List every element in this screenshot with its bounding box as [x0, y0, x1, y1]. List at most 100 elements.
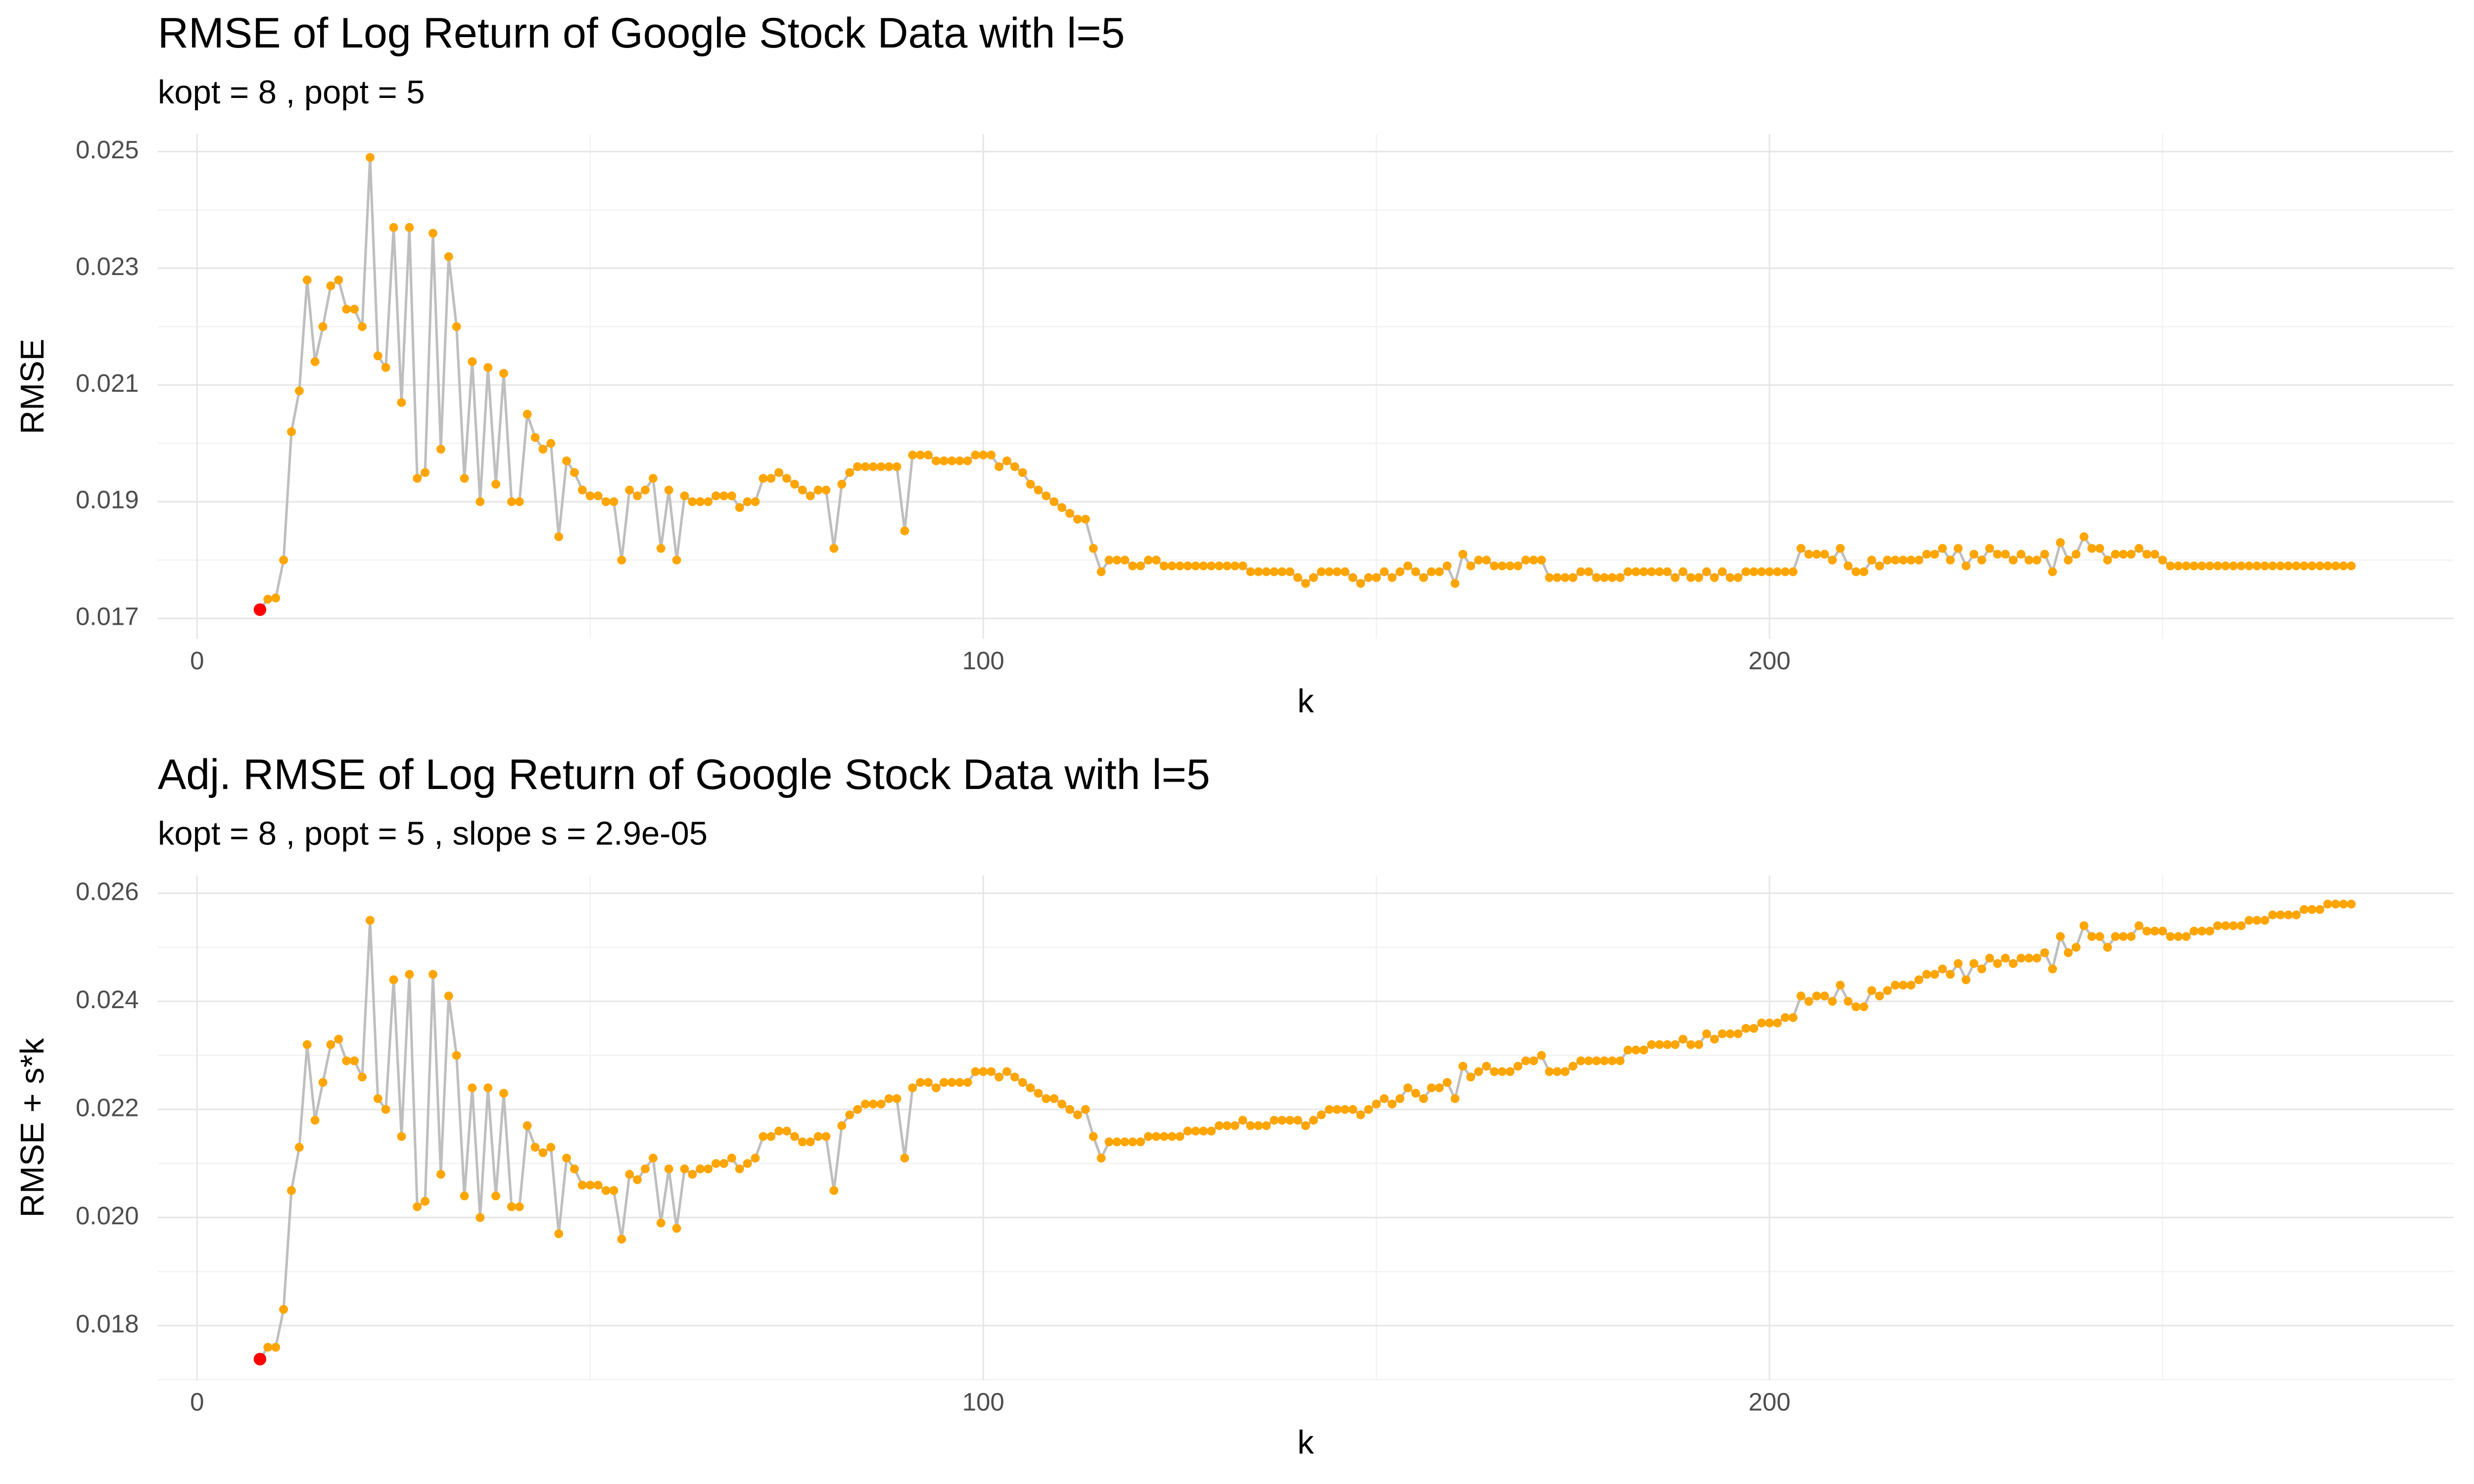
data-point: [908, 1083, 917, 1093]
data-point: [1238, 1115, 1247, 1125]
data-point: [1717, 567, 1727, 576]
data-point: [1419, 573, 1428, 582]
data-point: [570, 468, 579, 477]
data-point: [1820, 991, 1829, 1001]
data-point: [1749, 567, 1759, 576]
data-point: [712, 491, 720, 501]
data-point: [1569, 1062, 1577, 1071]
data-point: [373, 1094, 382, 1103]
data-point: [860, 1099, 870, 1109]
data-point: [562, 1154, 571, 1163]
data-point: [743, 497, 752, 507]
data-point: [892, 1094, 902, 1103]
data-point: [1254, 1121, 1263, 1130]
data-point: [1403, 1083, 1413, 1093]
data-point: [2284, 910, 2293, 920]
data-point: [2000, 953, 2010, 963]
data-point: [2056, 932, 2065, 941]
data-point: [987, 450, 996, 460]
data-point: [2135, 921, 2143, 930]
data-point: [1969, 959, 1979, 968]
data-point: [1120, 556, 1130, 565]
data-point: [1513, 561, 1522, 570]
y-tick-label: 0.020: [76, 1202, 139, 1230]
data-point: [381, 1105, 390, 1114]
data-point: [1670, 573, 1680, 582]
data-point: [1089, 544, 1098, 553]
data-point: [1725, 1029, 1735, 1038]
data-point: [436, 445, 445, 454]
data-point: [1278, 567, 1286, 576]
x-tick-label: 200: [1749, 1388, 1791, 1416]
data-point: [1301, 579, 1310, 588]
data-point: [2056, 538, 2065, 547]
data-point: [2260, 561, 2270, 570]
data-point: [2252, 561, 2262, 570]
data-point: [577, 485, 587, 495]
data-point: [1883, 986, 1892, 995]
data-point: [373, 351, 382, 361]
y-tick-label: 0.017: [76, 603, 139, 631]
data-point: [1891, 556, 1900, 565]
data-point: [1828, 997, 1837, 1006]
data-point: [1018, 468, 1027, 477]
data-point: [1065, 1105, 1074, 1114]
data-point: [1985, 953, 1995, 963]
data-point: [2174, 932, 2183, 941]
chart-title: RMSE of Log Return of Google Stock Data …: [158, 9, 1125, 57]
data-point: [1498, 1067, 1507, 1076]
data-point: [1215, 561, 1224, 570]
data-point: [774, 468, 784, 477]
data-point: [1143, 1132, 1153, 1141]
data-point: [1867, 986, 1876, 995]
x-axis-label: k: [1297, 683, 1314, 720]
data-point: [2119, 932, 2128, 941]
data-point: [577, 1180, 587, 1190]
data-point: [318, 1078, 328, 1087]
data-point: [2150, 550, 2159, 559]
data-point: [2291, 561, 2301, 570]
data-point: [1246, 1121, 1255, 1130]
data-point: [585, 1180, 595, 1190]
data-point: [1836, 980, 1845, 990]
data-point: [2197, 927, 2207, 936]
y-tick-label: 0.018: [76, 1309, 139, 1338]
data-point: [900, 1154, 909, 1163]
data-point: [2087, 544, 2096, 553]
data-point: [1749, 1024, 1759, 1033]
data-point: [2189, 561, 2199, 570]
data-point: [924, 450, 933, 460]
data-point: [1733, 573, 1743, 582]
data-point: [1663, 567, 1672, 576]
chart-subtitle: kopt = 8 , popt = 5 , slope s = 2.9e-05: [158, 815, 708, 852]
data-point: [2079, 532, 2089, 541]
data-point: [2229, 561, 2238, 570]
data-point: [2071, 943, 2081, 952]
data-point: [2221, 561, 2230, 570]
data-point: [2040, 550, 2049, 559]
data-point: [1081, 1105, 1090, 1114]
data-point: [696, 1164, 705, 1173]
data-point: [947, 1078, 956, 1087]
data-point: [1553, 573, 1562, 582]
data-point: [1663, 1040, 1672, 1049]
data-point: [1151, 1132, 1161, 1141]
data-point: [279, 1305, 288, 1314]
data-point: [1899, 556, 1908, 565]
data-point: [995, 1072, 1003, 1082]
data-point: [271, 1343, 281, 1352]
data-point: [1899, 980, 1908, 990]
data-point: [680, 1164, 689, 1173]
data-point: [1364, 573, 1373, 582]
data-point: [1812, 550, 1821, 559]
data-point: [1891, 980, 1900, 990]
data-point: [719, 491, 728, 501]
data-point: [1191, 561, 1200, 570]
data-point: [1010, 1072, 1019, 1082]
data-point: [1993, 959, 2002, 968]
y-tick-label: 0.019: [76, 486, 139, 514]
data-point: [743, 1159, 752, 1168]
data-point: [641, 1164, 650, 1173]
data-point: [1128, 561, 1138, 570]
x-tick-label: 100: [962, 1388, 1004, 1416]
